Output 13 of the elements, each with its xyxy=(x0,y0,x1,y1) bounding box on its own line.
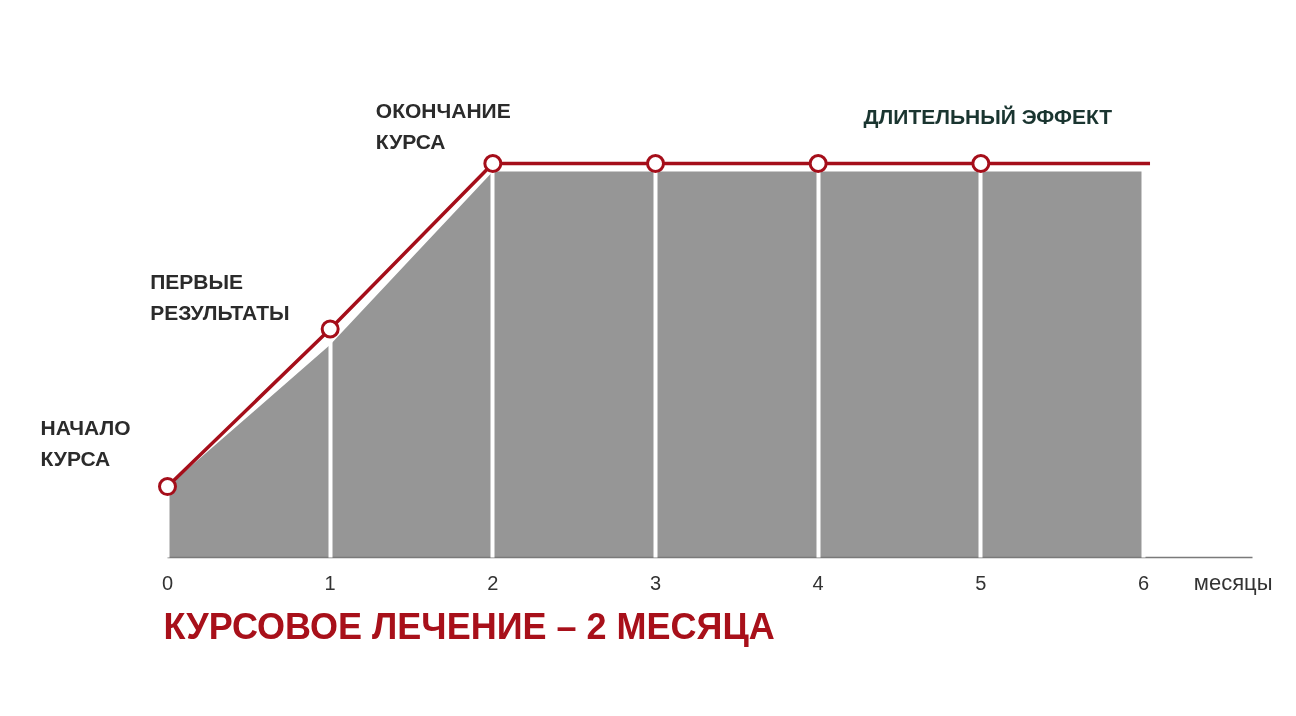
annotation: ПЕРВЫЕ РЕЗУЛЬТАТЫ xyxy=(150,269,290,324)
x-axis-title: месяцы xyxy=(1193,570,1273,595)
x-tick-label: 0 xyxy=(161,571,174,594)
x-tick-label: 1 xyxy=(324,571,336,594)
x-tick-label: 2 xyxy=(487,571,499,594)
annotation: НАЧАЛО КУРСА xyxy=(40,415,131,470)
annotation: ДЛИТЕЛЬНЫЙ ЭФФЕКТ xyxy=(863,104,1113,128)
x-tick-label: 5 xyxy=(975,571,987,594)
x-tick-label: 3 xyxy=(649,571,662,594)
annotation: ОКОНЧАНИЕ КУРСА xyxy=(375,99,511,154)
x-tick-label: 4 xyxy=(812,571,824,594)
x-tick-label: 6 xyxy=(1137,571,1150,594)
text: КУРСОВОЕ ЛЕЧЕНИЕ – 2 МЕСЯЦА xyxy=(163,605,775,647)
